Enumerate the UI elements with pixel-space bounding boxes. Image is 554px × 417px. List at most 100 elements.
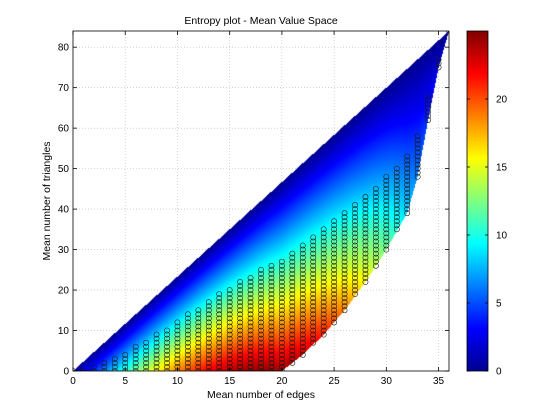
sample-point xyxy=(247,331,254,338)
sample-point xyxy=(372,234,379,241)
sample-point xyxy=(247,275,254,281)
sample-point xyxy=(268,351,275,358)
sample-point xyxy=(372,222,379,229)
sample-point xyxy=(331,279,338,285)
sample-point xyxy=(132,364,139,370)
sample-point xyxy=(352,291,358,297)
sample-point xyxy=(425,100,432,107)
sample-point xyxy=(299,262,306,269)
sample-point xyxy=(299,250,306,257)
sample-point xyxy=(299,315,306,322)
sample-point xyxy=(195,335,202,342)
sample-point xyxy=(310,250,317,257)
sample-point xyxy=(331,242,338,249)
sample-point xyxy=(216,299,223,306)
x-tick-label: 15 xyxy=(224,376,236,387)
sample-point xyxy=(268,331,275,338)
sample-point xyxy=(310,234,317,241)
sample-point xyxy=(289,311,296,318)
sample-point xyxy=(268,364,275,370)
sample-point xyxy=(226,347,233,354)
sample-point xyxy=(320,311,327,318)
sample-point xyxy=(258,291,264,297)
sample-point xyxy=(310,270,317,277)
sample-point xyxy=(341,270,348,277)
sample-point xyxy=(341,287,348,293)
sample-point xyxy=(205,335,212,342)
colorbar-tick-label: 15 xyxy=(496,163,508,174)
sample-point xyxy=(111,360,118,366)
sample-point xyxy=(278,303,285,310)
sample-point xyxy=(331,319,338,326)
sample-point xyxy=(310,262,317,269)
sample-point xyxy=(289,303,296,310)
sample-point xyxy=(299,343,306,350)
sample-point xyxy=(341,291,348,297)
sample-point xyxy=(404,202,411,208)
sample-point xyxy=(289,275,296,281)
sample-point xyxy=(310,331,317,338)
sample-point xyxy=(258,279,264,285)
sample-point xyxy=(289,262,296,269)
sample-point xyxy=(383,226,390,233)
sample-point xyxy=(372,194,379,200)
sample-point xyxy=(268,339,275,346)
sample-point xyxy=(216,315,223,322)
sample-point xyxy=(153,355,160,362)
sample-point xyxy=(278,335,285,342)
sample-point xyxy=(153,351,160,358)
sample-point xyxy=(331,303,338,310)
sample-point xyxy=(393,218,400,225)
sample-point xyxy=(404,177,411,184)
y-tick-label: 40 xyxy=(58,205,70,216)
sample-point xyxy=(383,206,390,212)
sample-point xyxy=(341,246,348,253)
sample-point xyxy=(258,315,264,322)
sample-point xyxy=(331,246,338,253)
sample-point xyxy=(414,145,421,152)
sample-point xyxy=(352,214,358,221)
sample-point xyxy=(299,283,306,289)
sample-point xyxy=(143,355,150,362)
sample-point xyxy=(184,331,191,338)
sample-point xyxy=(153,331,160,338)
sample-point xyxy=(205,315,212,322)
sample-point xyxy=(258,319,264,326)
sample-point xyxy=(425,96,432,103)
sample-point xyxy=(174,343,181,350)
sample-point xyxy=(184,339,191,346)
sample-point xyxy=(299,299,306,306)
sample-point xyxy=(111,364,118,370)
sample-point xyxy=(289,351,296,358)
sample-point xyxy=(362,258,369,265)
sample-point xyxy=(414,161,421,168)
sample-point xyxy=(310,307,317,314)
sample-point xyxy=(352,279,358,285)
sample-point xyxy=(268,323,275,330)
sample-point xyxy=(205,311,212,318)
sample-point xyxy=(164,343,170,350)
sample-point xyxy=(331,307,338,314)
sample-point xyxy=(247,355,254,362)
sample-point xyxy=(341,303,348,310)
sample-point xyxy=(268,343,275,350)
sample-point xyxy=(289,291,296,297)
sample-point xyxy=(372,226,379,233)
sample-point xyxy=(362,226,369,233)
sample-point xyxy=(122,351,129,358)
sample-point xyxy=(132,343,139,350)
sample-point xyxy=(216,291,223,297)
sample-point xyxy=(143,360,150,366)
sample-point xyxy=(268,315,275,322)
sample-point xyxy=(362,234,369,241)
sample-point xyxy=(362,198,369,204)
sample-point xyxy=(289,343,296,350)
sample-point xyxy=(195,327,202,334)
sample-point xyxy=(205,327,212,334)
sample-point xyxy=(289,270,296,277)
sample-point xyxy=(372,258,379,265)
sample-point xyxy=(289,327,296,334)
sample-point xyxy=(341,295,348,302)
sample-point xyxy=(320,331,327,338)
sample-point xyxy=(237,291,244,297)
